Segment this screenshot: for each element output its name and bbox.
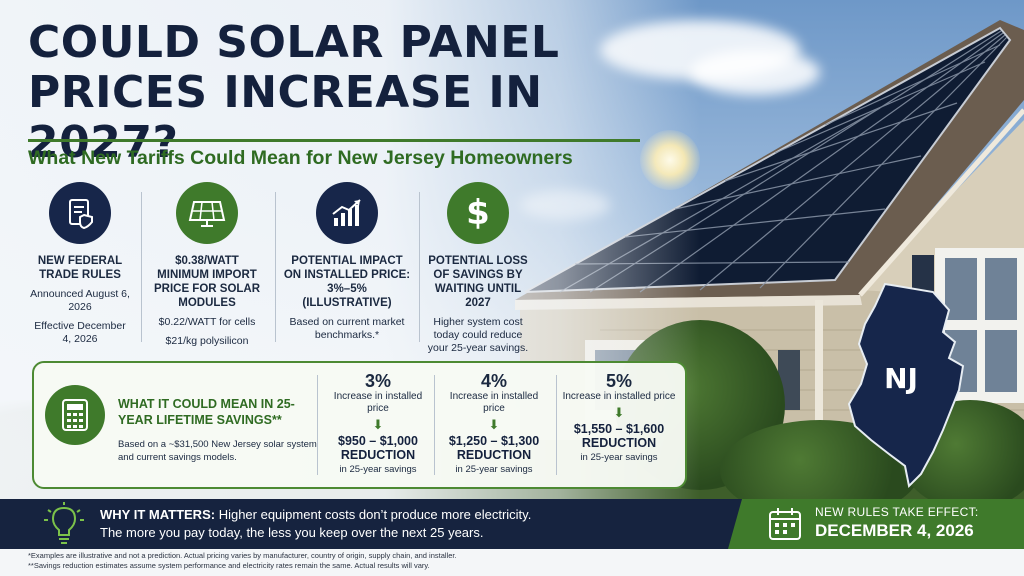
fact-head: POTENTIAL IMPACT ON INSTALLED PRICE: 3%–… — [283, 255, 411, 309]
footnote-2: **Savings reduction estimates assume sys… — [28, 561, 430, 570]
footnotes: *Examples are illustrative and not a pre… — [28, 551, 1008, 571]
fact-trade-rules: NEW FEDERAL TRADE RULES Announced August… — [30, 182, 130, 352]
title-line-2: PRICES INCREASE IN 2027? — [28, 67, 543, 168]
fact-head: $0.38/WATT MINIMUM IMPORT PRICE FOR SOLA… — [153, 255, 261, 309]
fact-body: $0.22/WATT for cells — [158, 316, 256, 328]
scenario-reduction: REDUCTION — [456, 448, 532, 462]
effect-date: DECEMBER 4, 2026 — [815, 521, 974, 540]
divider — [556, 375, 557, 475]
document-shield-icon — [49, 182, 111, 244]
scenario-reduction: REDUCTION — [340, 448, 416, 462]
scenario-label: Increase in installed price — [333, 391, 423, 414]
fact-body: Effective December 4, 2026 — [34, 320, 126, 345]
effect-label: NEW RULES TAKE EFFECT: — [815, 505, 979, 519]
footnote-1: *Examples are illustrative and not a pre… — [28, 551, 457, 560]
fact-head: POTENTIAL LOSS OF SAVINGS BY WAITING UNT… — [428, 255, 528, 309]
down-arrow-icon: ⬇ — [488, 417, 500, 432]
scenario-pct: 3% — [364, 371, 391, 391]
fact-impact: POTENTIAL IMPACT ON INSTALLED PRICE: 3%–… — [282, 182, 412, 352]
scenario-range: $1,550 – $1,600 — [573, 422, 665, 436]
fact-body: Based on current market benchmarks.* — [289, 316, 405, 341]
calculator-icon — [45, 385, 105, 445]
dollar-icon: $ — [447, 182, 509, 244]
title-line-1: COULD SOLAR PANEL — [28, 17, 560, 68]
fact-body: $21/kg polysilicon — [165, 335, 249, 347]
why-line-2: The more you pay today, the less you kee… — [100, 525, 484, 540]
fact-body: Announced August 6, 2026 — [30, 288, 130, 313]
fact-body: Higher system cost today could reduce yo… — [427, 316, 529, 354]
scenario-3-percent: 3% Increase in installed price ⬇ $950 – … — [322, 371, 434, 476]
cloud — [690, 50, 820, 95]
scenario-reduction: REDUCTION — [581, 436, 657, 450]
scenario-pct: 5% — [605, 371, 632, 391]
nj-label: NJ — [884, 362, 918, 395]
scenario-pct: 4% — [480, 371, 507, 391]
why-text: Higher equipment costs don’t produce mor… — [215, 507, 532, 522]
scenario-4-percent: 4% Increase in installed price ⬇ $1,250 … — [438, 371, 550, 476]
savings-title: WHAT IT COULD MEAN IN 25-YEAR LIFETIME S… — [118, 397, 295, 427]
nj-map-icon: NJ — [847, 282, 965, 489]
lightbulb-icon — [44, 502, 84, 544]
subtitle: What New Tariffs Could Mean for New Jers… — [28, 147, 573, 169]
divider — [141, 192, 142, 342]
savings-panel: WHAT IT COULD MEAN IN 25-YEAR LIFETIME S… — [32, 361, 687, 489]
solar-panel-icon — [176, 182, 238, 244]
rising-chart-icon — [316, 182, 378, 244]
scenario-range: $950 – $1,000 — [338, 434, 418, 448]
scenario-label: Increase in installed price — [562, 391, 676, 402]
down-arrow-icon: ⬇ — [613, 405, 625, 420]
divider — [434, 375, 435, 475]
fact-import-price: $0.38/WATT MINIMUM IMPORT PRICE FOR SOLA… — [152, 182, 262, 352]
footnote-area — [0, 549, 1024, 576]
why-it-matters-text: WHY IT MATTERS: Higher equipment costs d… — [100, 506, 660, 542]
title-divider — [28, 139, 640, 142]
savings-note: Based on a ~$31,500 New Jersey solar sys… — [118, 439, 317, 463]
why-label: WHY IT MATTERS: — [100, 507, 216, 522]
calendar-icon — [769, 508, 801, 540]
down-arrow-icon: ⬇ — [372, 417, 384, 432]
scenario-tail: in 25-year savings — [580, 452, 658, 463]
fact-head: NEW FEDERAL TRADE RULES — [37, 255, 123, 281]
scenario-tail: in 25-year savings — [339, 464, 417, 475]
divider — [419, 192, 420, 342]
scenario-5-percent: 5% Increase in installed price ⬇ $1,550 … — [560, 371, 678, 464]
scenario-range: $1,250 – $1,300 — [448, 434, 540, 448]
fact-savings-loss: $ POTENTIAL LOSS OF SAVINGS BY WAITING U… — [422, 182, 534, 354]
divider — [275, 192, 276, 342]
page-title: COULD SOLAR PANEL PRICES INCREASE IN 202… — [28, 18, 668, 168]
scenario-label: Increase in installed price — [449, 391, 539, 414]
divider — [317, 375, 318, 475]
scenario-tail: in 25-year savings — [455, 464, 533, 475]
